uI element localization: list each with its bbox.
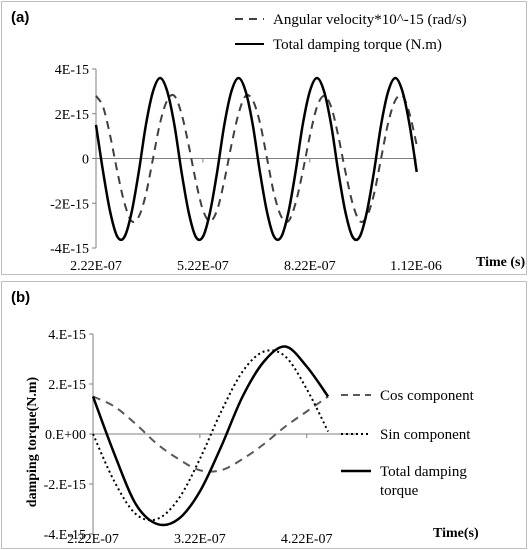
legend-a: Angular velocity*10^-15 (rad/s) Total da… xyxy=(235,12,467,53)
x-tick-label: 2.22E-07 xyxy=(70,259,122,274)
y-tick-label: -2E-15 xyxy=(50,197,89,212)
series-a xyxy=(94,76,418,242)
legend-label-sin-component: Sin component xyxy=(380,427,471,443)
series-line-sin-component xyxy=(92,349,329,522)
series-line-total-damping-torque-n-m xyxy=(94,76,418,242)
panel-a: (a) Angular velocity*10^-15 (rad/s) Tota… xyxy=(1,1,527,275)
series-line-angular-velocity-10-15-rad-s xyxy=(95,93,418,224)
chart-b-svg: (b) damping torque(N.m) 4.E-15 2.E-15 0.E+… xyxy=(11,289,479,547)
y-axis-title-b: damping torque(N.m) xyxy=(25,376,40,507)
y-tick-label: 2.E-15 xyxy=(48,378,86,393)
x-tick-label: 4.22E-07 xyxy=(281,532,333,547)
y-tick-label: 0 xyxy=(82,153,89,168)
x-tick-label: 2.22E-07 xyxy=(67,532,119,547)
x-tick-label: 1.12E-06 xyxy=(390,259,442,274)
legend-label-angular-velocity: Angular velocity*10^-15 (rad/s) xyxy=(273,12,467,28)
y-tick-label: -4E-15 xyxy=(50,242,89,257)
y-tick-label: 4E-15 xyxy=(55,63,89,78)
legend-label-total-damping-torque-b-line2: torque xyxy=(380,483,419,499)
y-tick-label: 4.E-15 xyxy=(48,328,86,343)
panel-label-b: (b) xyxy=(11,289,30,306)
legend-b: Cos component Sin component Total dampin… xyxy=(341,388,475,499)
panel-label-a: (a) xyxy=(11,9,29,26)
series-b xyxy=(91,345,330,527)
y-tick-label: 2E-15 xyxy=(55,108,89,123)
y-tick-label: -4.E-15 xyxy=(44,528,86,543)
x-axis-title-a: Time (s) xyxy=(476,255,525,270)
y-tick-label: -2.E-15 xyxy=(44,478,86,493)
legend-label-cos-component: Cos component xyxy=(380,388,475,404)
chart-a-svg: (a) Angular velocity*10^-15 (rad/s) Tota… xyxy=(11,9,525,274)
legend-label-total-damping-torque: Total damping torque (N.m) xyxy=(273,37,442,53)
legend-label-total-damping-torque-b-line1: Total damping xyxy=(380,464,467,480)
y-tick-label: 0.E+00 xyxy=(45,428,86,443)
x-tick-label: 8.22E-07 xyxy=(284,259,336,274)
x-tick-label: 3.22E-07 xyxy=(174,532,226,547)
x-tick-label: 5.22E-07 xyxy=(177,259,229,274)
panel-b: (b) damping torque(N.m) 4.E-15 2.E-15 0.E+… xyxy=(1,281,527,549)
x-axis-title-b: Time(s) xyxy=(433,526,479,541)
ticks-b: 4.E-15 2.E-15 0.E+00 -2.E-15 -4.E-152.22E-07… xyxy=(44,328,358,547)
series-line-total-damping-torque xyxy=(91,345,330,527)
ticks-a: 4E-15 2E-15 0 -2E-15 -4E-15 2.22E-07 5.22E-07 8… xyxy=(50,63,442,274)
